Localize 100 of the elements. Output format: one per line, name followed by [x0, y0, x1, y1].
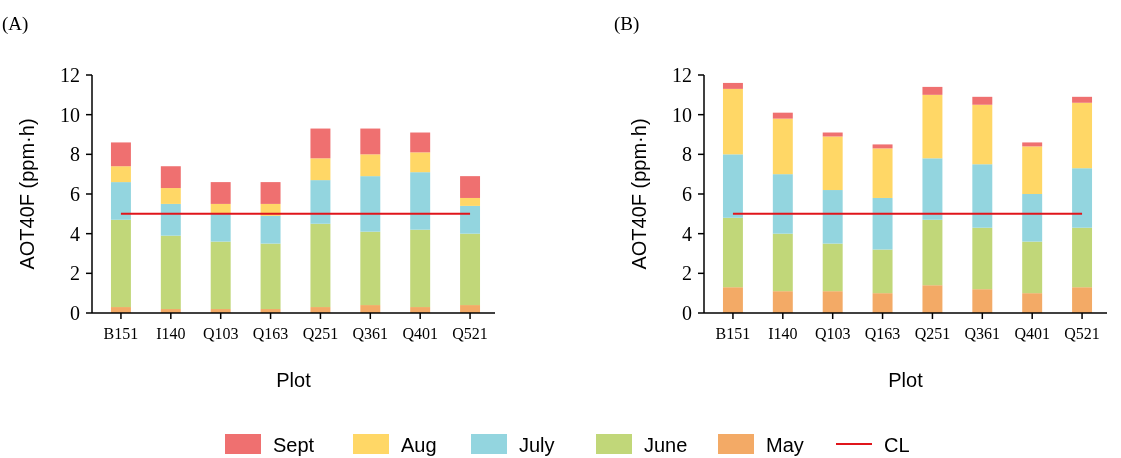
bar [1072, 168, 1093, 228]
y-axis-title: AOT40F (ppm·h) [16, 118, 38, 270]
legend-label: CL [884, 434, 910, 456]
x-tick-label: Q401 [1014, 325, 1050, 342]
bar [1022, 146, 1043, 194]
bar [1072, 102, 1093, 169]
y-tick-label: 12 [60, 64, 80, 86]
bar [872, 293, 893, 313]
bar [872, 197, 893, 250]
bar [260, 215, 281, 244]
bar [722, 287, 743, 313]
bar [410, 132, 431, 153]
bar [822, 190, 843, 244]
y-tick-label: 10 [672, 103, 692, 126]
bar [460, 176, 481, 198]
bar [310, 128, 331, 159]
bar [972, 289, 993, 313]
x-tick-label: Q521 [452, 325, 488, 342]
bar [410, 172, 431, 230]
x-tick-label: B151 [103, 325, 139, 342]
bar [360, 176, 381, 232]
bar [1072, 96, 1093, 103]
bar [210, 241, 231, 310]
bar [822, 243, 843, 292]
bar [110, 142, 131, 167]
x-tick-label: Q163 [252, 325, 289, 342]
y-tick-label: 12 [672, 64, 692, 86]
bar [1022, 293, 1043, 313]
bar [772, 174, 793, 234]
x-tick-label: Q361 [964, 325, 1001, 342]
bar [822, 136, 843, 191]
x-tick-label: I140 [768, 325, 798, 342]
bar [722, 88, 743, 155]
bar [360, 154, 381, 177]
bar [772, 233, 793, 292]
bar [210, 203, 231, 214]
bar [210, 182, 231, 204]
bar [872, 144, 893, 149]
legend-label: July [519, 434, 555, 456]
bar [110, 166, 131, 183]
y-tick-label: 4 [70, 222, 80, 245]
bar [260, 182, 281, 204]
x-tick-label: I140 [156, 325, 186, 342]
bar [922, 94, 943, 159]
y-tick-label: 4 [682, 222, 692, 245]
bar [972, 227, 993, 290]
x-axis-title: Plot [276, 369, 312, 391]
bar [310, 223, 331, 308]
bar [410, 229, 431, 308]
x-tick-label: B151 [715, 325, 751, 342]
bar [772, 118, 793, 175]
bar [872, 148, 893, 198]
bar [260, 243, 281, 310]
bar [772, 112, 793, 119]
y-tick-label: 8 [682, 143, 692, 166]
x-tick-label: Q251 [914, 325, 951, 342]
bar [772, 291, 793, 313]
bar [460, 197, 481, 206]
bar [110, 182, 131, 220]
bar [922, 219, 943, 286]
y-tick-label: 0 [682, 302, 692, 324]
bar [160, 166, 181, 189]
bar [722, 82, 743, 89]
x-tick-label: Q361 [352, 325, 389, 342]
x-tick-label: Q103 [202, 325, 239, 342]
x-tick-label: Q103 [814, 325, 851, 342]
x-tick-label: Q251 [302, 325, 339, 342]
bar [1072, 227, 1093, 288]
x-tick-label: Q521 [1064, 325, 1100, 342]
bar [822, 291, 843, 313]
bar [922, 86, 943, 95]
bar [1022, 241, 1043, 294]
bar [310, 180, 331, 224]
legend-label: Aug [401, 434, 437, 456]
bar [972, 96, 993, 105]
x-tick-label: Q401 [402, 325, 438, 342]
legend-label: May [766, 434, 804, 456]
y-tick-label: 0 [70, 302, 80, 324]
y-tick-label: 6 [70, 183, 80, 205]
y-axis-title: AOT40F (ppm·h) [628, 118, 650, 270]
bar [972, 104, 993, 165]
y-tick-label: 6 [682, 183, 692, 205]
bar [722, 217, 743, 288]
bar [360, 128, 381, 155]
bar [160, 235, 181, 310]
y-tick-label: 2 [682, 262, 692, 285]
bar [360, 231, 381, 306]
y-tick-label: 8 [70, 143, 80, 166]
legend-label: Sept [273, 434, 315, 456]
chart-title: (A) [2, 13, 29, 35]
bar [460, 205, 481, 234]
y-tick-label: 10 [60, 103, 80, 126]
x-axis-title: Plot [888, 369, 924, 391]
bar [1022, 142, 1043, 147]
bar [872, 249, 893, 294]
legend-label: June [644, 434, 688, 456]
chart-title: (B) [614, 13, 640, 35]
bar [410, 152, 431, 173]
bar [922, 158, 943, 220]
bar [210, 213, 231, 242]
